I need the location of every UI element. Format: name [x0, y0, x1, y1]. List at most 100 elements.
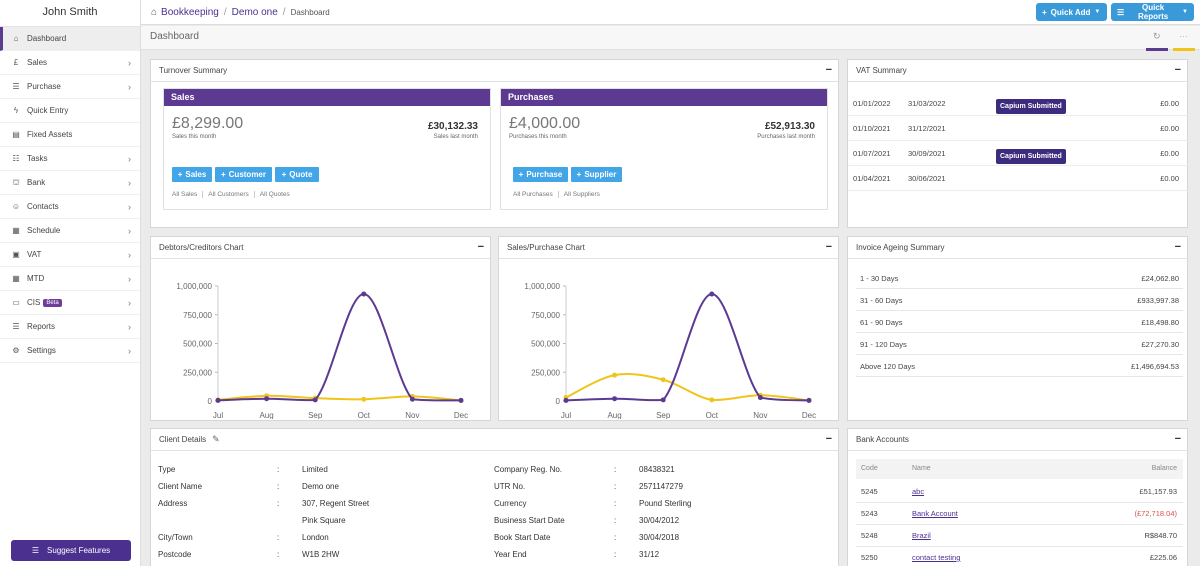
- sidebar-item-purchase[interactable]: ☰ Purchase ›: [0, 75, 140, 99]
- sidebar-item-settings[interactable]: ⚙ Settings ›: [0, 339, 140, 363]
- add-supplier-button[interactable]: + Supplier: [571, 167, 622, 182]
- sidebar-item-label: Contacts: [27, 202, 59, 211]
- ageing-row[interactable]: 91 - 120 Days £27,270.30: [856, 333, 1183, 355]
- sidebar-item-bank[interactable]: ⛫ Bank ›: [0, 171, 140, 195]
- sidebar: John Smith ⌂ Dashboard £ Sales › ☰ Purchase › ϟ Q…: [0, 0, 141, 566]
- sidebar-item-vat[interactable]: ▣ VAT ›: [0, 243, 140, 267]
- quick-reports-button[interactable]: ☰ Quick Reports ▼: [1111, 3, 1194, 21]
- all-sales-link[interactable]: All Sales: [172, 191, 198, 198]
- series-line: [565, 293, 810, 402]
- chevron-right-icon: ›: [128, 226, 131, 236]
- bank-row[interactable]: 5245 abc £51,157.93: [856, 481, 1183, 503]
- data-point[interactable]: [709, 397, 715, 403]
- suggest-features-button[interactable]: ☰ Suggest Features: [11, 540, 131, 561]
- data-point[interactable]: [660, 377, 666, 383]
- data-point[interactable]: [709, 291, 715, 297]
- ageing-row[interactable]: 1 - 30 Days £24,062.80: [856, 267, 1183, 289]
- ageing-row[interactable]: 31 - 60 Days £933,997.38: [856, 289, 1183, 311]
- ageing-label: 61 - 90 Days: [860, 318, 903, 327]
- chevron-right-icon: ›: [128, 58, 131, 68]
- data-point[interactable]: [361, 291, 367, 297]
- sidebar-item-dashboard[interactable]: ⌂ Dashboard: [0, 27, 140, 51]
- all-quotes-link[interactable]: All Quotes: [253, 191, 295, 198]
- data-point[interactable]: [757, 395, 763, 401]
- minimize-icon[interactable]: −: [477, 241, 484, 253]
- bank-row[interactable]: 5243 Bank Account (£72,718.04): [856, 503, 1183, 525]
- sidebar-item-schedule[interactable]: ▦ Schedule ›: [0, 219, 140, 243]
- data-point[interactable]: [312, 397, 318, 403]
- breadcrumb: ⌂ Bookkeeping / Demo one / Dashboard: [141, 7, 330, 18]
- turnover-summary-panel: Turnover Summary − Sales £8,299.00 Sales…: [150, 59, 839, 228]
- theme-swatch-purple[interactable]: [1146, 48, 1168, 51]
- chevron-right-icon: ›: [128, 274, 131, 284]
- sidebar-item-contacts[interactable]: ☺ Contacts ›: [0, 195, 140, 219]
- data-point[interactable]: [660, 397, 666, 403]
- data-point[interactable]: [458, 397, 464, 403]
- bank-account-link[interactable]: contact testing: [912, 553, 961, 562]
- data-point[interactable]: [563, 397, 569, 403]
- calculator-icon: ▣: [12, 250, 20, 259]
- data-point[interactable]: [612, 372, 618, 378]
- field-colon: :: [614, 550, 617, 559]
- data-point[interactable]: [264, 396, 270, 402]
- ageing-row[interactable]: 61 - 90 Days £18,498.80: [856, 311, 1183, 333]
- vat-row[interactable]: 01/01/2022 31/03/2022 Capium Submitted £0.0…: [848, 91, 1189, 116]
- vat-amount: £0.00: [1160, 174, 1179, 183]
- minimize-icon[interactable]: −: [825, 433, 832, 445]
- edit-icon[interactable]: ✎: [212, 434, 220, 444]
- breadcrumb-bookkeeping[interactable]: Bookkeeping: [161, 6, 219, 18]
- sidebar-item-fixed-assets[interactable]: ▤ Fixed Assets: [0, 123, 140, 147]
- vat-period-to: 31/03/2022: [908, 99, 946, 108]
- vat-row[interactable]: 01/04/2021 30/06/2021 £0.00: [848, 166, 1189, 191]
- sidebar-item-cis[interactable]: ▭ CIS Beta ›: [0, 291, 140, 315]
- bank-name-cell: Bank Account: [912, 509, 958, 518]
- vat-row[interactable]: 01/10/2021 31/12/2021 £0.00: [848, 116, 1189, 141]
- bank-balance: £51,157.93: [1139, 487, 1177, 496]
- minimize-icon[interactable]: −: [825, 64, 832, 76]
- purchases-box: Purchases £4,000.00 Purchases this month…: [500, 88, 828, 210]
- bank-row[interactable]: 5248 Brazil R$848.70: [856, 525, 1183, 547]
- data-point[interactable]: [612, 396, 618, 402]
- vat-row[interactable]: 01/07/2021 30/09/2021 Capium Submitted £0.0…: [848, 141, 1189, 166]
- ageing-row[interactable]: Above 120 Days £1,496,694.53: [856, 355, 1183, 377]
- all-purchases-link[interactable]: All Purchases: [513, 191, 553, 198]
- sidebar-item-label: Bank: [27, 178, 46, 187]
- minimize-icon[interactable]: −: [1174, 64, 1181, 76]
- data-point[interactable]: [806, 397, 812, 403]
- sidebar-item-tasks[interactable]: ☷ Tasks ›: [0, 147, 140, 171]
- theme-swatch-yellow[interactable]: [1173, 48, 1195, 51]
- panel-title: Bank Accounts: [856, 435, 909, 444]
- all-suppliers-link[interactable]: All Suppliers: [557, 191, 605, 198]
- add-sales-button[interactable]: + Sales: [172, 167, 212, 182]
- bank-account-link[interactable]: Brazil: [912, 531, 931, 540]
- minimize-icon[interactable]: −: [1174, 433, 1181, 445]
- more-icon[interactable]: ⋯: [1179, 31, 1188, 41]
- sales-box: Sales £8,299.00 Sales this month £30,132…: [163, 88, 491, 210]
- add-customer-button[interactable]: + Customer: [215, 167, 272, 182]
- bank-account-link[interactable]: Bank Account: [912, 509, 958, 518]
- panel-title: Turnover Summary: [159, 66, 228, 75]
- sidebar-item-sales[interactable]: £ Sales ›: [0, 51, 140, 75]
- minimize-icon[interactable]: −: [825, 241, 832, 253]
- add-purchase-button[interactable]: + Purchase: [513, 167, 568, 182]
- sidebar-item-quick-entry[interactable]: ϟ Quick Entry: [0, 99, 140, 123]
- add-quote-button[interactable]: + Quote: [275, 167, 319, 182]
- breadcrumb-company[interactable]: Demo one: [231, 6, 278, 18]
- bank-account-link[interactable]: abc: [912, 487, 925, 496]
- data-point[interactable]: [409, 396, 415, 402]
- vat-amount: £0.00: [1160, 99, 1179, 108]
- minimize-icon[interactable]: −: [1174, 241, 1181, 253]
- bank-row[interactable]: 5250 contact testing £225.06: [856, 547, 1183, 566]
- all-customers-link[interactable]: All Customers: [202, 191, 253, 198]
- data-point[interactable]: [361, 396, 367, 402]
- refresh-icon[interactable]: ↻: [1153, 31, 1161, 41]
- sidebar-item-label: Dashboard: [27, 34, 67, 43]
- vat-period-from: 01/10/2021: [853, 124, 891, 133]
- home-icon[interactable]: ⌂: [151, 6, 158, 18]
- x-tick-label: Oct: [706, 411, 719, 419]
- data-point[interactable]: [215, 397, 221, 403]
- sidebar-item-mtd[interactable]: ▦ MTD ›: [0, 267, 140, 291]
- quick-add-button[interactable]: + Quick Add ▼: [1036, 3, 1107, 21]
- sidebar-item-reports[interactable]: ☰ Reports ›: [0, 315, 140, 339]
- x-tick-label: Aug: [607, 411, 621, 419]
